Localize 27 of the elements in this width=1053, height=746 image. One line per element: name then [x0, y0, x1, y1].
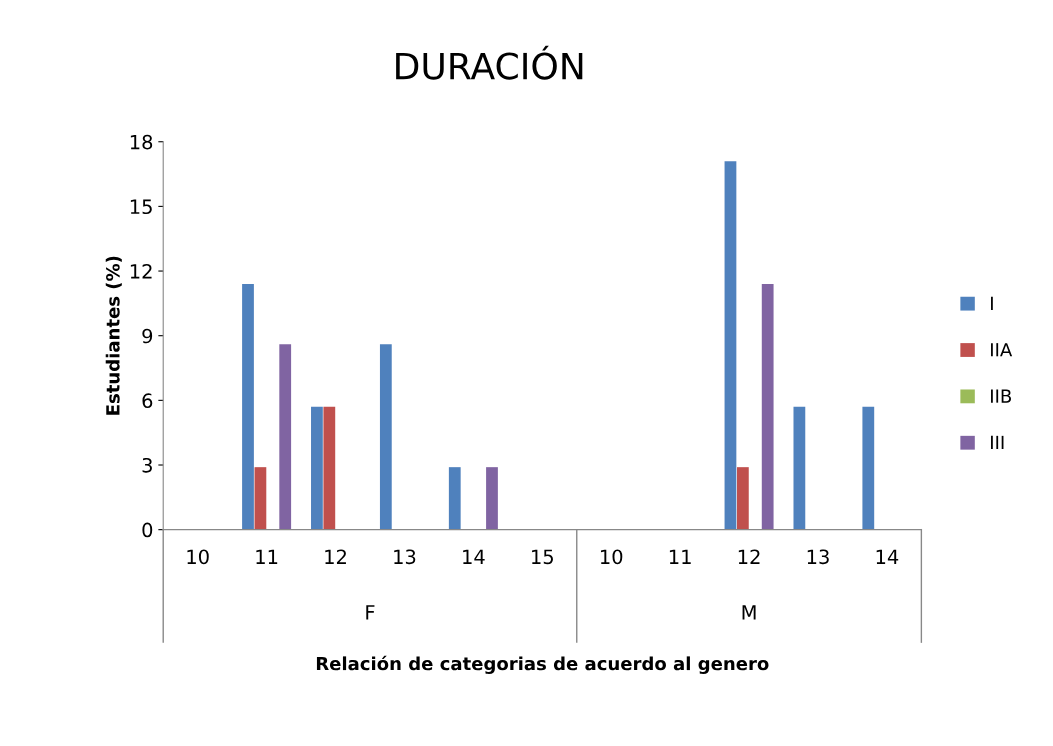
- x-tick-label: 11: [256, 549, 278, 564]
- x-tick-label: 12: [738, 549, 760, 564]
- legend-label: I: [991, 296, 993, 310]
- x-tick-label: 14: [876, 549, 899, 564]
- x-tick-label: 13: [394, 549, 416, 565]
- y-tick-label: 6: [142, 393, 153, 409]
- y-tick-label: 18: [130, 134, 153, 150]
- chart-title: DURACIÓN: [396, 45, 583, 80]
- legend-label: III: [991, 435, 1004, 450]
- x-tick-label: 14: [463, 549, 485, 564]
- y-tick-label: 15: [130, 199, 152, 215]
- legend-label: IIB: [991, 389, 1012, 403]
- legend-label: IIA: [991, 343, 1013, 357]
- y-axis-title: Estudiantes (%): [105, 256, 122, 415]
- y-tick-label: 9: [142, 328, 153, 344]
- x-tick-label: 11: [669, 549, 691, 564]
- x-tick-label: 10: [600, 549, 623, 565]
- text: F: [366, 605, 375, 620]
- x-tick-label: 13: [807, 549, 829, 565]
- y-tick-label: 3: [142, 457, 152, 473]
- x-tick-label: 12: [325, 549, 346, 564]
- text: M: [742, 605, 756, 620]
- x-tick-label: 10: [187, 549, 209, 565]
- y-tick-label: 12: [130, 264, 152, 279]
- y-tick-label: 0: [142, 522, 153, 538]
- x-tick-label: 15: [532, 549, 553, 565]
- text: Relación de categorias de acuerdo al genero: [316, 655, 769, 674]
